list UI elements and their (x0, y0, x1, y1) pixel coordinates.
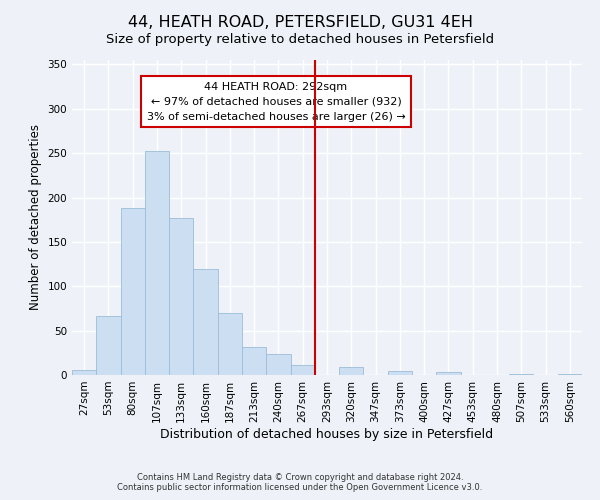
Bar (290, 365, 315, 375)
Text: Contains HM Land Registry data © Crown copyright and database right 2024.
Contai: Contains HM Land Registry data © Crown c… (118, 473, 482, 492)
Bar (193, 270, 218, 375)
Bar (558, 374, 582, 375)
Bar (509, 374, 533, 375)
X-axis label: Distribution of detached houses by size in Petersfield: Distribution of detached houses by size … (160, 428, 494, 440)
Bar (242, 348, 266, 375)
Text: Size of property relative to detached houses in Petersfield: Size of property relative to detached ho… (106, 32, 494, 46)
Bar (388, 372, 412, 375)
Text: 44 HEATH ROAD: 292sqm
← 97% of detached houses are smaller (932)
3% of semi-deta: 44 HEATH ROAD: 292sqm ← 97% of detached … (146, 82, 406, 122)
Bar (96, 316, 121, 375)
Bar (169, 218, 193, 375)
Text: 44, HEATH ROAD, PETERSFIELD, GU31 4EH: 44, HEATH ROAD, PETERSFIELD, GU31 4EH (128, 15, 473, 30)
Bar (72, 370, 96, 375)
Y-axis label: Number of detached properties: Number of detached properties (29, 124, 42, 310)
Bar (266, 354, 290, 375)
Bar (339, 367, 364, 375)
Bar (218, 313, 242, 375)
Bar (436, 372, 461, 375)
Bar (145, 152, 169, 375)
Bar (121, 208, 145, 375)
